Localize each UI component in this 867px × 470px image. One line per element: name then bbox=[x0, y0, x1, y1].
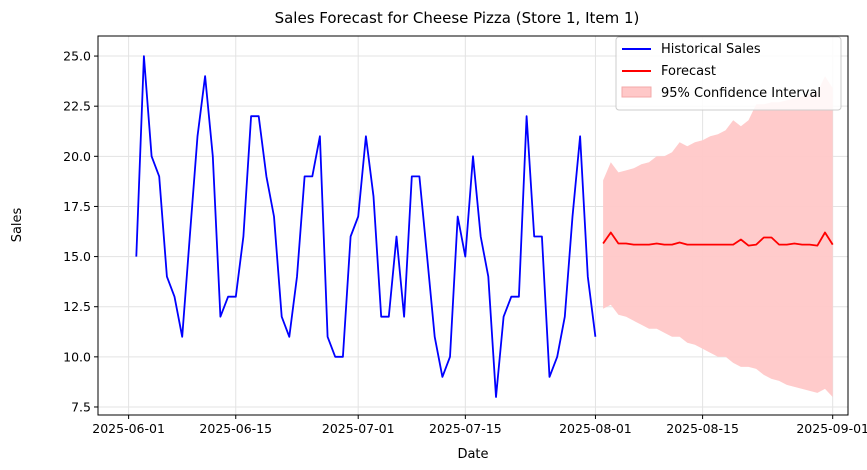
x-ticks: 2025-06-01 2025-06-15 2025-07-01 2025-07-15… bbox=[92, 415, 867, 436]
x-tick-label: 2025-08-15 bbox=[666, 421, 739, 436]
legend: Historical Sales Forecast 95% Confidence… bbox=[615, 36, 842, 111]
y-axis-label: Sales bbox=[10, 207, 25, 242]
y-tick-label: 20.0 bbox=[63, 149, 91, 164]
x-tick-label: 2025-07-01 bbox=[322, 421, 395, 436]
x-tick-label: 2025-06-15 bbox=[199, 421, 272, 436]
y-tick-label: 12.5 bbox=[63, 299, 91, 314]
y-tick-label: 10.0 bbox=[63, 349, 91, 364]
legend-label-historical: Historical Sales bbox=[661, 42, 761, 57]
ci-band-area bbox=[603, 76, 833, 397]
historical-sales-line bbox=[135, 55, 597, 398]
x-tick-label: 2025-08-01 bbox=[559, 421, 632, 436]
y-tick-label: 25.0 bbox=[63, 49, 91, 64]
x-tick-label: 2025-07-15 bbox=[429, 421, 502, 436]
x-tick-label: 2025-06-01 bbox=[92, 421, 165, 436]
legend-label-forecast: Forecast bbox=[661, 64, 716, 79]
legend-swatch-ci bbox=[621, 86, 652, 98]
y-tick-label: 22.5 bbox=[63, 99, 91, 114]
forecast-line bbox=[602, 231, 834, 247]
x-tick-label: 2025-09-01 bbox=[796, 421, 867, 436]
plot-frame bbox=[97, 35, 849, 416]
y-tick-label: 7.5 bbox=[71, 399, 91, 414]
legend-label-ci: 95% Confidence Interval bbox=[661, 86, 821, 101]
x-axis-label: Date bbox=[457, 447, 488, 462]
chart-title: Sales Forecast for Cheese Pizza (Store 1… bbox=[275, 9, 640, 27]
confidence-band bbox=[603, 76, 833, 397]
y-tick-label: 15.0 bbox=[63, 249, 91, 264]
y-tick-label: 17.5 bbox=[63, 199, 91, 214]
legend-box bbox=[615, 36, 842, 111]
series-lines bbox=[135, 55, 834, 398]
y-ticks: 7.5 10.0 12.5 15.0 17.5 20.0 22.5 25.0 bbox=[63, 49, 98, 414]
